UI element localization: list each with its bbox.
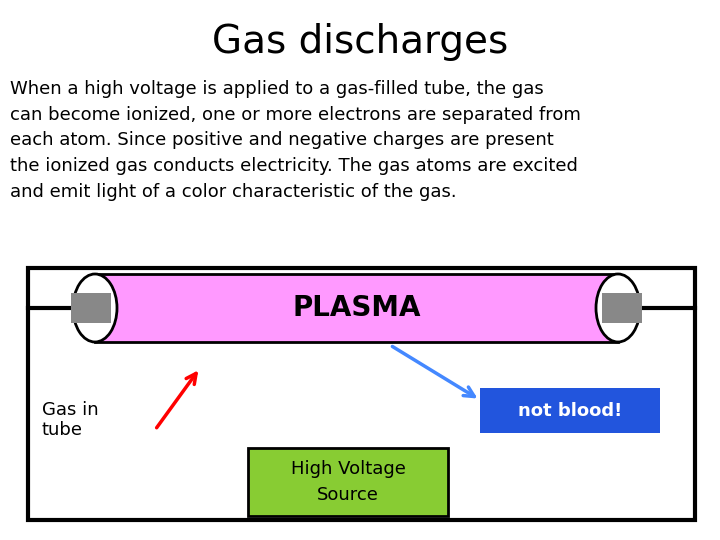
Text: Gas in
tube: Gas in tube — [42, 401, 99, 440]
Text: PLASMA: PLASMA — [292, 294, 420, 322]
Bar — [602, 293, 642, 323]
Bar — [95, 274, 618, 342]
Text: When a high voltage is applied to a gas-filled tube, the gas
can become ionized,: When a high voltage is applied to a gas-… — [10, 80, 581, 201]
Text: not blood!: not blood! — [518, 402, 622, 420]
Bar — [480, 388, 660, 433]
Ellipse shape — [596, 274, 640, 342]
Ellipse shape — [73, 274, 117, 342]
Text: Gas discharges: Gas discharges — [212, 23, 508, 61]
Bar — [71, 293, 111, 323]
Text: High Voltage
Source: High Voltage Source — [291, 461, 405, 503]
Bar — [28, 268, 695, 520]
Bar — [248, 448, 448, 516]
